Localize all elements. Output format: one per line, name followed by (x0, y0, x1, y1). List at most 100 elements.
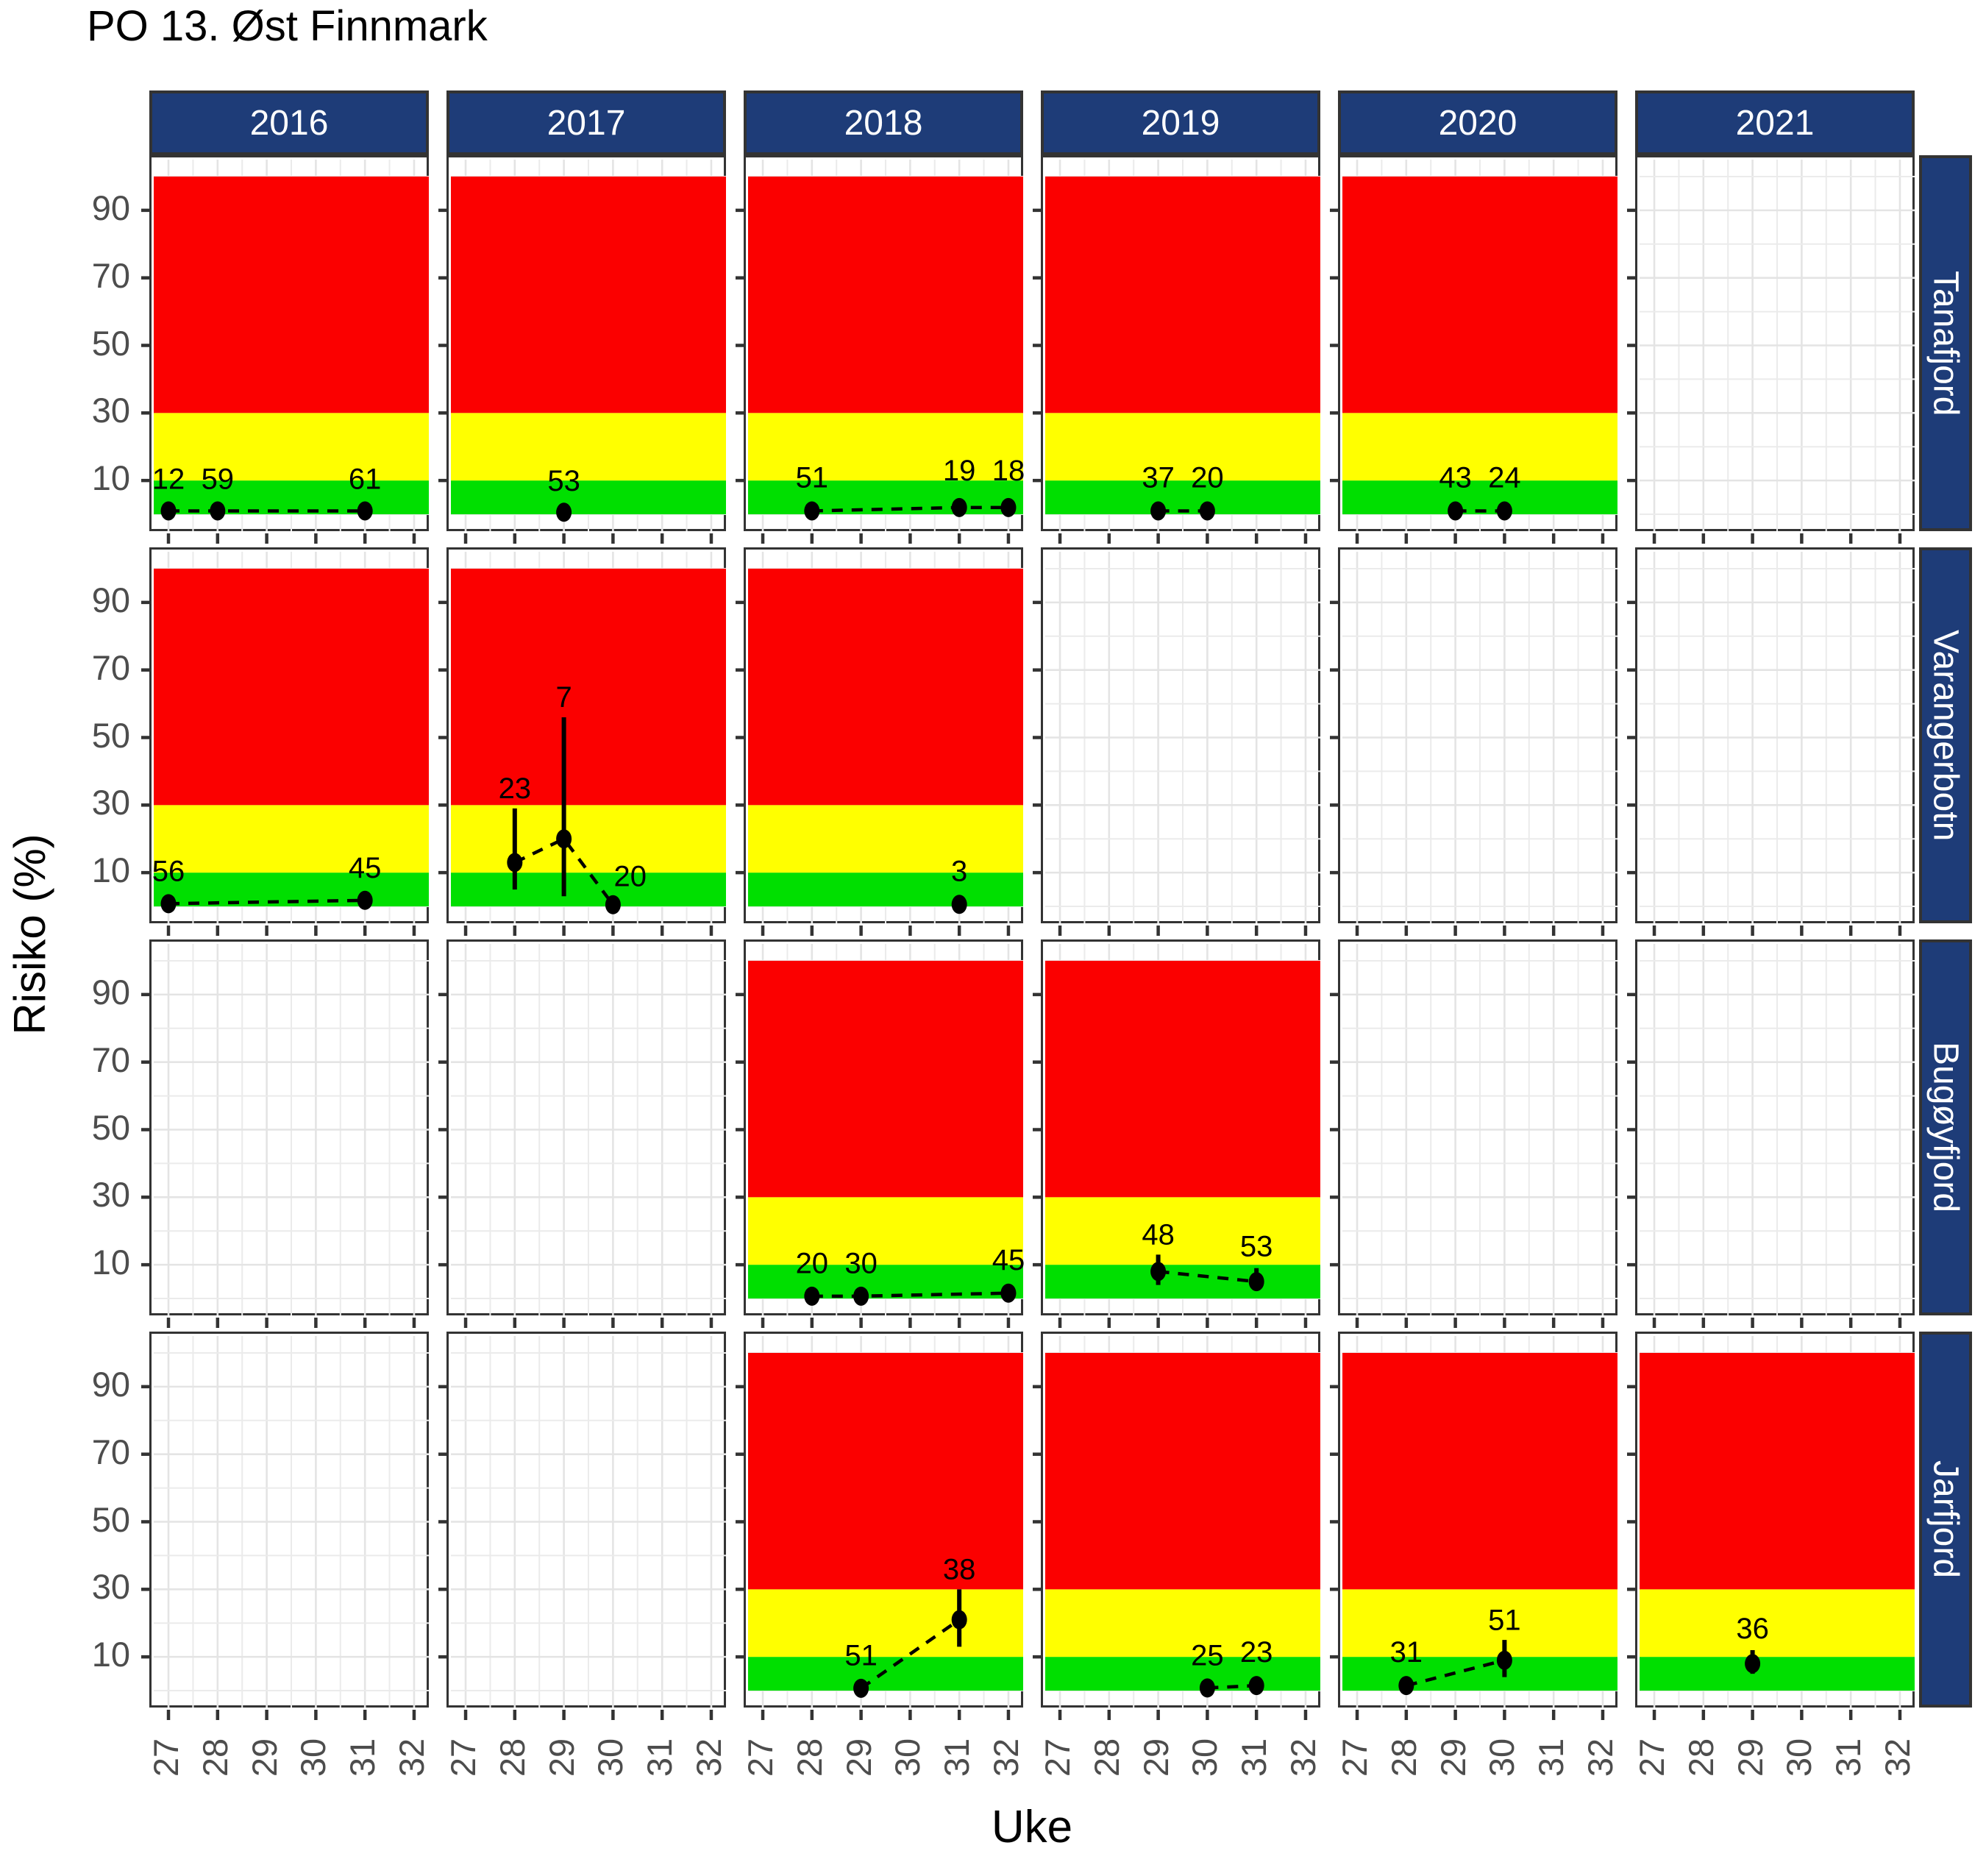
y-tick-label: 50 (91, 323, 130, 363)
x-tick-label: 30 (1482, 1738, 1522, 1777)
point-label: 36 (1736, 1613, 1769, 1645)
data-point (853, 1678, 869, 1698)
facet-panel-Varangerbotn-2020 (1330, 547, 1617, 936)
x-tick-label: 32 (1283, 1738, 1323, 1777)
column-strip-2018: 2018 (744, 90, 1023, 155)
x-tick-label: 28 (492, 1738, 532, 1777)
facet-panel-Tanafjord-2016: 12 59 61 (141, 155, 429, 544)
point-label: 61 (349, 463, 382, 496)
risk-band-high (1045, 1352, 1320, 1590)
risk-band-low (451, 873, 726, 907)
y-tick-label: 10 (91, 1243, 130, 1282)
data-point (853, 1286, 869, 1306)
risk-band-high (1342, 176, 1617, 413)
x-tick-label: 27 (444, 1738, 483, 1777)
y-tick-label: 10 (91, 458, 130, 498)
risk-band-medium (451, 413, 726, 481)
panel-canvas-Jarfjord-2016 (141, 1336, 429, 1720)
data-point (556, 502, 572, 522)
panel-canvas-Varangerbotn-2020 (1330, 552, 1617, 936)
point-label: 56 (152, 856, 185, 888)
risk-band-low (1045, 480, 1320, 515)
y-tick-label: 30 (91, 1567, 130, 1607)
x-tick-label: 27 (1632, 1738, 1672, 1777)
row-strip-Bugøyfjord: Bugøyfjord (1919, 939, 1972, 1315)
risk-band-high (154, 176, 429, 413)
risk-band-low (1045, 1657, 1320, 1691)
risk-band-high (154, 568, 429, 806)
y-tick-label: 50 (91, 1107, 130, 1147)
risk-band-high (1342, 1352, 1617, 1590)
y-tick-label: 50 (91, 1499, 130, 1539)
point-label: 19 (943, 455, 976, 487)
x-tick-label: 28 (195, 1738, 235, 1777)
point-label: 53 (1240, 1231, 1273, 1263)
y-tick-label: 10 (91, 850, 130, 890)
facet-panel-Tanafjord-2021 (1627, 155, 1915, 544)
row-strip-Jarfjord: Jarfjord (1919, 1332, 1972, 1708)
y-tick-label: 90 (91, 1364, 130, 1404)
x-tick-label: 31 (1234, 1738, 1274, 1777)
risk-band-low (1045, 1265, 1320, 1299)
risk-band-high (451, 568, 726, 806)
facet-panel-Jarfjord-2016 (141, 1332, 429, 1720)
x-tick-label: 30 (293, 1738, 333, 1777)
facet-panel-Jarfjord-2018: 51 38 (736, 1332, 1023, 1720)
risk-band-medium (451, 805, 726, 873)
column-strip-2016: 2016 (149, 90, 429, 155)
y-tick-label: 70 (91, 255, 130, 295)
risk-band-low (451, 480, 726, 515)
point-label: 48 (1142, 1219, 1175, 1251)
trend-line (1406, 1658, 1505, 1688)
x-tick-label: 29 (244, 1738, 284, 1777)
risk-band-low (1342, 1657, 1617, 1691)
point-label: 31 (1390, 1636, 1423, 1669)
panel-canvas-Tanafjord-2016: 12 59 61 (141, 160, 429, 544)
data-point (160, 894, 177, 914)
risk-band-medium (1045, 413, 1320, 481)
facet-panel-Varangerbotn-2017: 23 7 20 (438, 547, 726, 936)
panel-canvas-Bugøyfjord-2019: 48 53 (1033, 944, 1320, 1328)
column-strip-2019: 2019 (1041, 90, 1320, 155)
panel-canvas-Varangerbotn-2016: 56 45 (141, 552, 429, 936)
point-label: 20 (614, 861, 647, 893)
panel-canvas-Varangerbotn-2021 (1627, 552, 1915, 936)
data-point (1398, 1676, 1414, 1696)
y-tick-label: 30 (91, 391, 130, 430)
column-strip-2021: 2021 (1635, 90, 1915, 155)
trend-line (168, 898, 366, 906)
risk-band-high (1045, 960, 1320, 1198)
column-strip-2020: 2020 (1338, 90, 1617, 155)
point-label: 18 (992, 455, 1025, 487)
data-point (951, 497, 967, 517)
data-point (1000, 497, 1017, 517)
facet-panel-Jarfjord-2019: 25 23 (1033, 1332, 1320, 1720)
data-point (1199, 501, 1215, 521)
risk-band-medium (1045, 1589, 1320, 1658)
panel-canvas-Bugøyfjord-2018: 20 30 45 (736, 944, 1025, 1328)
y-tick-label: 30 (91, 1175, 130, 1215)
panel-canvas-Tanafjord-2019: 37 20 (1033, 160, 1320, 544)
point-label: 30 (844, 1248, 878, 1280)
trend-line (513, 836, 615, 906)
row-strip-Tanafjord: Tanafjord (1919, 155, 1972, 531)
x-tick-label: 31 (1829, 1738, 1868, 1777)
panel-canvas-Jarfjord-2018: 51 38 (736, 1336, 1023, 1720)
point-label: 23 (1240, 1636, 1273, 1669)
facet-panel-Tanafjord-2018: 51 19 18 (736, 155, 1025, 544)
risk-band-medium (1342, 1589, 1617, 1658)
data-point (1248, 1676, 1264, 1696)
facet-panel-Varangerbotn-2018: 3 (736, 547, 1023, 936)
point-label: 24 (1488, 461, 1521, 494)
x-tick-label: 32 (1877, 1738, 1917, 1777)
facet-panel-Bugøyfjord-2019: 48 53 (1033, 939, 1320, 1328)
x-tick-label: 29 (1136, 1738, 1175, 1777)
risk-band-medium (154, 805, 429, 873)
x-tick-label: 27 (1038, 1738, 1078, 1777)
risk-band-medium (748, 1197, 1023, 1265)
risk-band-high (1045, 176, 1320, 413)
data-point (210, 501, 226, 521)
panel-canvas-Varangerbotn-2017: 23 7 20 (438, 552, 726, 936)
point-label: 53 (547, 465, 580, 497)
x-tick-label: 30 (591, 1738, 630, 1777)
